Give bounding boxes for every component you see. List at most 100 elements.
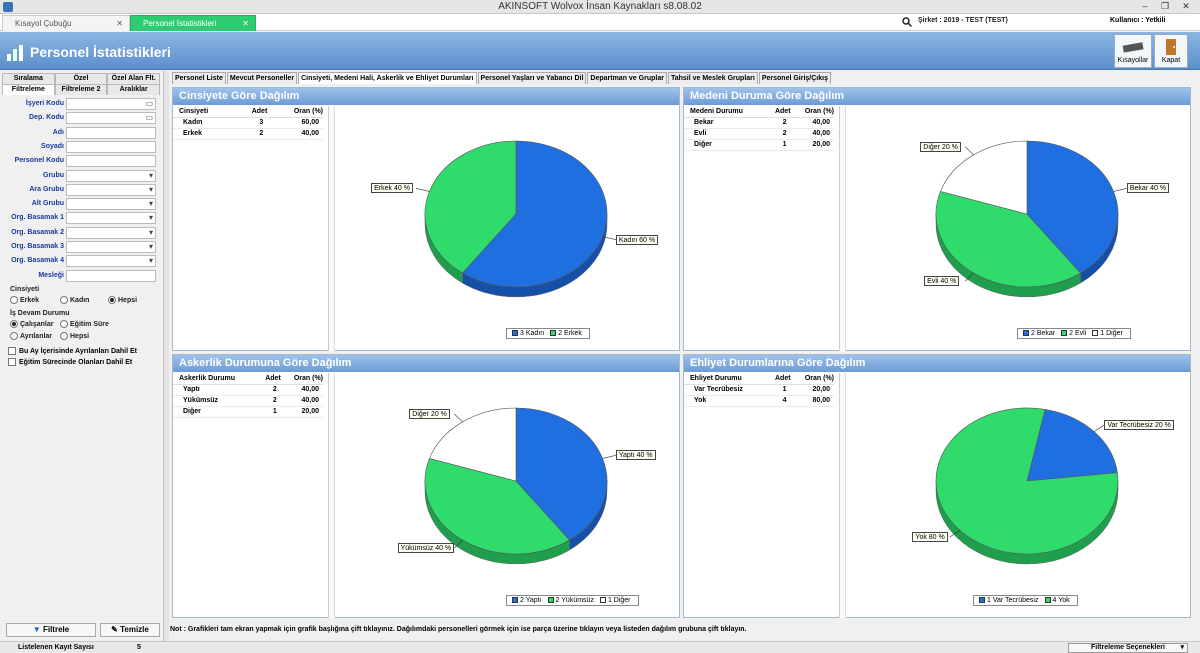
panel-splitter[interactable]	[840, 373, 846, 618]
chart-title[interactable]: Cinsiyete Göre Dağılım	[173, 88, 679, 105]
radio-egitim-sure[interactable]: Eğitim Süre	[60, 320, 109, 328]
close-icon[interactable]: ✕	[242, 19, 249, 28]
pie-slice[interactable]	[515, 407, 608, 541]
page-tab[interactable]: Tahsil ve Meslek Grupları	[667, 72, 758, 84]
minimize-button[interactable]: –	[1142, 1, 1148, 11]
check-include-left-this-month[interactable]: Bu Ay İçerisinde Ayrılanları Dahil Et	[8, 347, 137, 355]
tab-filtering-2[interactable]: Filtreleme 2	[54, 84, 108, 95]
chart-title[interactable]: Askerlik Durumuna Göre Dağılım	[173, 355, 679, 372]
pie-slice[interactable]	[429, 407, 517, 482]
filter-select[interactable]: ▾	[66, 212, 156, 225]
panel-splitter[interactable]	[840, 106, 846, 351]
grid-header[interactable]: Adet	[257, 373, 281, 385]
page-tab[interactable]: Cinsiyeti, Medeni Hali, Askerlik ve Ehli…	[298, 72, 477, 84]
table-row[interactable]: Bekar 2 40,00	[684, 117, 834, 129]
filter-input[interactable]	[66, 269, 156, 282]
grid-header[interactable]: Medeni Durumu	[684, 106, 767, 118]
filter-select[interactable]: ▾	[66, 255, 156, 268]
pie-slice[interactable]	[935, 407, 1119, 555]
radio-kadin[interactable]: Kadın	[60, 296, 89, 304]
table-row[interactable]: Yükümsüz 2 40,00	[173, 395, 323, 407]
filter-input[interactable]	[66, 140, 156, 153]
chevron-down-icon[interactable]: ▾	[148, 170, 153, 180]
grid-header[interactable]: Oran (%)	[280, 373, 323, 385]
grid-cell: 2	[766, 128, 791, 140]
filter-select[interactable]: ▾	[66, 226, 156, 239]
table-row[interactable]: Diğer 1 20,00	[173, 406, 323, 418]
table-row[interactable]: Var Tecrübesiz 1 20,00	[684, 384, 834, 396]
check-include-in-training[interactable]: Eğitim Sürecinde Olanları Dahil Et	[8, 358, 132, 366]
table-row[interactable]: Yok 4 80,00	[684, 395, 834, 407]
radio-ayrilanlar[interactable]: Ayrılanlar	[10, 332, 52, 340]
radio-erkek[interactable]: Erkek	[10, 296, 39, 304]
filter-select[interactable]: ▾	[66, 198, 156, 211]
radio-hepsi[interactable]: Hepsi	[108, 296, 137, 304]
table-row[interactable]: Yaptı 2 40,00	[173, 384, 323, 396]
chevron-down-icon[interactable]: ▾	[148, 184, 153, 194]
chevron-down-icon[interactable]: ▾	[148, 213, 153, 223]
chart-title[interactable]: Ehliyet Durumlarına Göre Dağılım	[684, 355, 1190, 372]
grid-header[interactable]: Askerlik Durumu	[173, 373, 257, 385]
pie-slice[interactable]	[1026, 409, 1118, 482]
chart-legend: 3 Kadın 2 Erkek	[506, 328, 590, 339]
close-window-button[interactable]: ✕	[1182, 1, 1190, 11]
filter-button[interactable]: ▼ Filtrele	[6, 623, 96, 637]
filter-select[interactable]: ▾	[66, 169, 156, 182]
tab-custom[interactable]: Özel	[54, 73, 108, 84]
clear-button[interactable]: ✎ Temizle	[100, 623, 160, 637]
filter-input[interactable]: ▭	[66, 112, 156, 125]
page-tab[interactable]: Personel Giriş/Çıkış	[758, 72, 831, 84]
grid-header[interactable]: Adet	[766, 373, 791, 385]
table-row[interactable]: Kadın 3 60,00	[173, 117, 323, 129]
grid-header[interactable]: Adet	[766, 106, 791, 118]
page-tab[interactable]: Personel Yaşları ve Yabancı Dil	[477, 72, 587, 84]
radio-work-hepsi[interactable]: Hepsi	[60, 332, 89, 340]
pie-slice[interactable]	[940, 140, 1028, 215]
filter-input[interactable]	[66, 126, 156, 139]
grid-header[interactable]: Cinsiyeti	[173, 106, 236, 118]
filter-input[interactable]	[66, 155, 156, 168]
page-tab[interactable]: Mevcut Personeller	[226, 72, 298, 84]
tab-custom-field-filter[interactable]: Özel Alan Flt.	[107, 73, 161, 84]
search-icon[interactable]	[902, 17, 912, 27]
grid-header[interactable]: Oran (%)	[790, 373, 834, 385]
page-tab[interactable]: Departman ve Gruplar	[587, 72, 667, 84]
chevron-down-icon[interactable]: ▾	[148, 227, 153, 237]
tab-ranges[interactable]: Aralıklar	[107, 84, 161, 95]
chevron-down-icon[interactable]: ▾	[148, 199, 153, 209]
pie-slice[interactable]	[935, 191, 1081, 288]
filter-input[interactable]: ▭	[66, 98, 156, 110]
filter-select[interactable]: ▾	[66, 183, 156, 196]
ellipsis-icon[interactable]: ▭	[145, 99, 153, 108]
doc-tab-personnel-stats[interactable]: Personel İstatistikleri ✕	[130, 15, 256, 31]
page-tab[interactable]: Personel Liste	[172, 72, 226, 84]
table-row[interactable]: Evli 2 40,00	[684, 128, 834, 140]
ellipsis-icon[interactable]: ▭	[145, 113, 153, 123]
shortcuts-button[interactable]: Kısayollar	[1114, 34, 1152, 68]
pie-slice[interactable]	[424, 140, 517, 274]
grid-header[interactable]: Adet	[235, 106, 268, 118]
chevron-down-icon[interactable]: ▾	[148, 256, 153, 266]
tab-sorting[interactable]: Sıralama	[2, 73, 55, 84]
pie-slice[interactable]	[1026, 140, 1119, 274]
table-row[interactable]: Diğer 1 20,00	[684, 139, 834, 151]
panel-splitter[interactable]	[329, 106, 335, 351]
tab-filtering[interactable]: Filtreleme	[2, 84, 55, 95]
sidebar-splitter[interactable]	[164, 71, 169, 641]
filter-select[interactable]: ▾	[66, 241, 156, 253]
table-row[interactable]: Erkek 2 40,00	[173, 128, 323, 140]
grid-header[interactable]: Oran (%)	[790, 106, 834, 118]
restore-button[interactable]: ❐	[1160, 1, 1170, 11]
grid-header[interactable]: Oran (%)	[267, 106, 323, 118]
doc-tab-shortcuts[interactable]: Kısayol Çubuğu ✕	[2, 15, 130, 31]
panel-splitter[interactable]	[329, 373, 335, 618]
pie-slice[interactable]	[424, 458, 570, 555]
radio-calisanlar[interactable]: Çalışanlar	[10, 320, 53, 328]
chevron-down-icon[interactable]: ▾	[148, 242, 153, 251]
chart-title[interactable]: Medeni Duruma Göre Dağılım	[684, 88, 1190, 105]
filter-options-label: Filtreleme Seçenekleri	[1091, 644, 1165, 651]
close-icon[interactable]: ✕	[116, 19, 123, 28]
filter-options-dropdown[interactable]: Filtreleme Seçenekleri ▾	[1068, 643, 1188, 653]
close-page-button[interactable]: Kapat	[1154, 34, 1188, 68]
grid-header[interactable]: Ehliyet Durumu	[684, 373, 767, 385]
